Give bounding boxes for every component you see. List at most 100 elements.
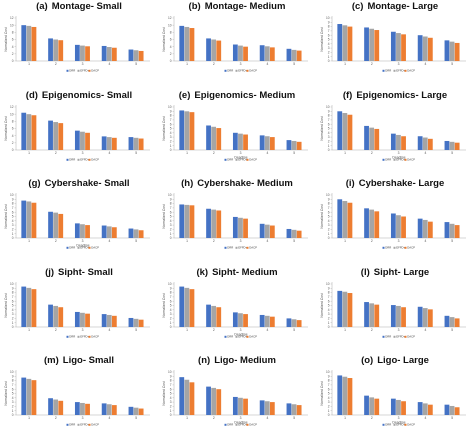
panel-title-text: Montage- Medium — [204, 1, 286, 12]
bar-dacp — [269, 402, 275, 416]
bar-dacp — [138, 230, 144, 239]
panel-label: (g) — [28, 178, 41, 190]
bar-drr — [232, 132, 238, 150]
bar-effd — [133, 318, 139, 327]
bar-effd — [53, 212, 59, 239]
chart-title: (b) Montage- Medium — [158, 1, 316, 12]
bar-drr — [417, 35, 423, 61]
y-axis-title: Normalized Cost — [320, 293, 324, 317]
bar-effd — [80, 131, 85, 150]
bar-effd — [396, 215, 401, 239]
legend-swatch — [224, 335, 227, 338]
x-tick-label: 1 — [344, 239, 346, 243]
y-axis-title: Normalized Cost — [4, 116, 8, 140]
bar-dacp — [243, 218, 248, 239]
bar-effd — [106, 314, 112, 327]
bar-drr — [390, 399, 396, 416]
x-tick-label: 2 — [371, 239, 373, 243]
x-axis-title: Deadline — [234, 421, 247, 425]
bar-dacp — [454, 225, 460, 239]
y-tick-label: 6 — [170, 122, 172, 126]
y-tick-label: 7 — [170, 383, 172, 387]
y-tick-label: 6 — [328, 388, 330, 392]
legend-label: EFFD+ — [396, 246, 405, 250]
y-axis-title: Normalized Cost — [4, 382, 8, 406]
legend-swatch — [77, 158, 80, 161]
chart-title: (m) Ligo- Small — [0, 355, 158, 366]
bar-effd — [211, 209, 217, 239]
x-tick-label: 4 — [424, 62, 426, 66]
panel-title-text: Montage- Small — [51, 1, 122, 12]
legend-label: DACP — [91, 68, 99, 72]
bar-effd — [80, 224, 85, 239]
y-tick-label: 6 — [12, 388, 14, 392]
chart-panel: (d) Epigenomics- Small 0 2 4 6 8 10 12 Normalized… — [0, 89, 158, 178]
x-tick-label: 2 — [55, 239, 57, 243]
bar-effd — [342, 25, 348, 61]
legend-swatch — [224, 246, 227, 249]
legend-swatch — [246, 335, 249, 338]
panel-label: (j) — [45, 266, 55, 278]
bar-dacp — [189, 205, 195, 239]
chart-panel: (o) Ligo- Large 0 1 2 3 4 5 6 7 8 9 10 Normalized Cos… — [316, 354, 474, 443]
x-tick-label: 5 — [293, 151, 295, 155]
legend-swatch — [246, 69, 249, 72]
bar-dacp — [85, 46, 90, 61]
y-tick-label: 9 — [328, 109, 330, 113]
y-tick-label: 5 — [12, 392, 14, 396]
y-tick-label: 4 — [12, 396, 14, 400]
bar-dacp — [347, 378, 353, 416]
x-tick-label: 2 — [371, 62, 373, 66]
x-tick-label: 1 — [186, 62, 188, 66]
y-tick-label: 3 — [12, 401, 14, 405]
bar-dacp — [243, 313, 248, 327]
y-tick-label: 6 — [12, 126, 14, 130]
bar-dacp — [189, 382, 195, 416]
bar-drr — [48, 38, 53, 61]
x-tick-label: 2 — [213, 151, 215, 155]
x-tick-label: 5 — [135, 151, 137, 155]
y-tick-label: 2 — [170, 405, 172, 409]
chart-panel: (g) Cybershake- Small 0 1 2 3 4 5 6 7 8 9 10 Normaliz… — [0, 177, 158, 266]
bar-dacp — [347, 202, 353, 239]
bar-drr — [128, 49, 134, 61]
x-axis-title: Deadline — [392, 421, 405, 425]
bar-effd — [26, 287, 32, 327]
legend-swatch — [382, 424, 385, 427]
x-tick-label: 3 — [398, 328, 400, 332]
bar-dacp — [454, 318, 460, 327]
panel-label: (d) — [25, 89, 38, 101]
bar-drr — [417, 218, 423, 239]
x-tick-label: 5 — [451, 328, 453, 332]
x-tick-label: 1 — [28, 417, 30, 421]
x-tick-label: 2 — [213, 239, 215, 243]
chart-title: (j) Sipht- Small — [0, 267, 158, 278]
y-tick-label: 10 — [326, 282, 330, 286]
bar-dacp — [374, 30, 380, 61]
chart-panel: (e) Epigenomics- Medium 0 1 2 3 4 5 6 7 8 9 10 Normal… — [158, 89, 316, 178]
bar-drr — [259, 400, 265, 416]
panel-title-text: Ligo- Medium — [214, 355, 276, 367]
y-tick-label: 8 — [170, 379, 172, 383]
bar-effd — [422, 307, 428, 327]
x-tick-label: 5 — [451, 239, 453, 243]
x-tick-label: 3 — [398, 417, 400, 421]
y-tick-label: 8 — [328, 113, 330, 117]
bar-drr — [417, 306, 423, 327]
chart-title: (d) Epigenomics- Small — [0, 90, 158, 101]
bar-dacp — [269, 316, 275, 327]
chart-title: (n) Ligo- Medium — [158, 355, 316, 366]
x-tick-label: 3 — [240, 328, 242, 332]
bar-drr — [444, 40, 450, 61]
chart-panel: (f) Epigenomics- Large 0 1 2 3 4 5 6 7 8 9 10 Normali… — [316, 89, 474, 178]
bar-dacp — [111, 227, 117, 239]
panel-label: (k) — [196, 266, 209, 278]
bar-drr — [74, 402, 80, 416]
bar-dacp — [189, 288, 195, 327]
bar-drr — [21, 377, 27, 416]
